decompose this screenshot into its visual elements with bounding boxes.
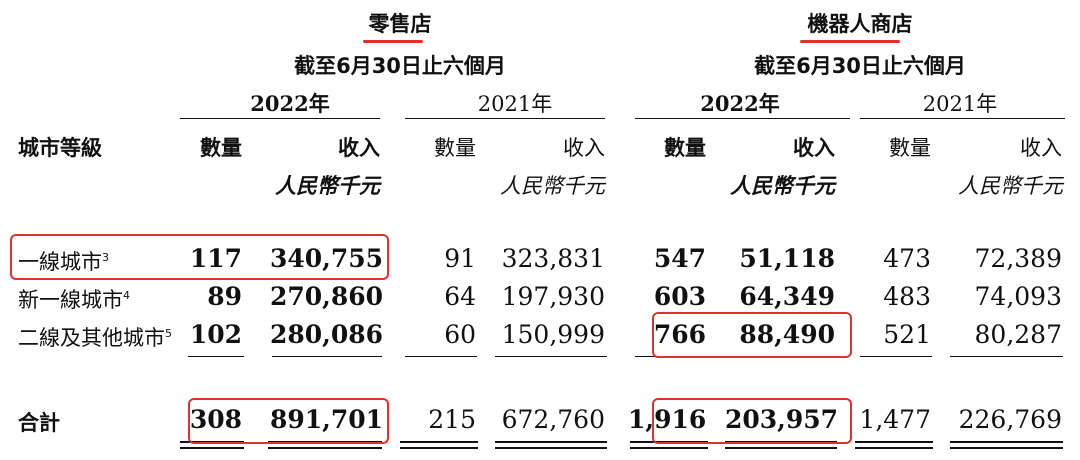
total-retail-2021-rev: 672,760 — [501, 405, 605, 434]
robot-year-2022: 2022年 — [700, 91, 780, 116]
robot-2021-rev-header: 收入 — [1020, 136, 1062, 160]
highlight-box-total-retail — [188, 398, 389, 444]
double-underline — [855, 447, 933, 449]
row-2-retail-2021-qty: 64 — [444, 282, 476, 311]
retail-2022-underline — [180, 118, 380, 119]
robot-group-title: 機器人商店 — [807, 12, 913, 36]
row-1-robot-2021-qty: 473 — [883, 244, 931, 273]
highlight-box-tier2-robot — [652, 312, 852, 358]
row-1-retail-2021-qty: 91 — [444, 244, 476, 273]
retail-2021-rev-header: 收入 — [563, 136, 605, 160]
double-underline — [725, 447, 837, 449]
retail-2021-unit: 人民幣千元 — [500, 174, 605, 198]
subtotal-line — [950, 356, 1063, 357]
retail-2022-rev-header: 收入 — [338, 136, 380, 160]
double-underline — [400, 447, 478, 449]
double-underline — [630, 447, 708, 449]
double-underline — [180, 447, 244, 449]
robot-2021-unit: 人民幣千元 — [958, 174, 1063, 198]
row-2-robot-2022-qty: 603 — [653, 282, 706, 311]
row-2-robot-2021-rev: 74,093 — [974, 282, 1062, 311]
retail-year-2021: 2021年 — [477, 92, 553, 116]
retail-period: 截至6月30日止六個月 — [294, 54, 506, 78]
retail-year-2022: 2022年 — [250, 91, 330, 116]
robot-2022-rev-header: 收入 — [793, 136, 835, 160]
row-3-robot-2021-rev: 80,287 — [974, 320, 1062, 349]
row-3-robot-2022-rev: 88,490 — [739, 320, 835, 349]
row-3-robot-2022-qty: 766 — [653, 320, 706, 349]
row-2-robot-2022-rev: 64,349 — [739, 282, 835, 311]
retail-title-underline — [363, 40, 423, 43]
row-1-retail-2021-rev: 323,831 — [501, 244, 605, 273]
double-underline — [855, 441, 933, 443]
robot-title-underline — [800, 40, 900, 43]
retail-2021-underline — [405, 118, 605, 119]
robot-2021-underline — [860, 118, 1065, 119]
row-2-retail-2021-rev: 197,930 — [501, 282, 605, 311]
total-robot-2021-qty: 1,477 — [859, 405, 931, 434]
subtotal-line — [860, 356, 932, 357]
row-2-retail-2022-qty: 89 — [207, 282, 242, 311]
total-robot-2022-qty: 1,916 — [628, 405, 707, 434]
robot-2021-qty-header: 數量 — [889, 136, 931, 160]
row-3-tier: 二線及其他城市5 — [18, 326, 172, 350]
subtotal-line — [272, 356, 382, 357]
double-underline — [268, 447, 382, 449]
retail-2022-qty-header: 數量 — [200, 136, 242, 160]
row-2-tier: 新一線城市4 — [18, 288, 130, 312]
subtotal-line — [495, 356, 607, 357]
retail-2021-qty-header: 數量 — [434, 136, 476, 160]
subtotal-line — [405, 356, 477, 357]
total-robot-2022-rev: 203,957 — [725, 405, 839, 434]
total-label: 合計 — [18, 411, 60, 435]
row-1-retail-2022-qty: 117 — [189, 244, 242, 273]
robot-2022-qty-header: 數量 — [664, 136, 706, 160]
row-1-robot-2022-qty: 547 — [653, 244, 706, 273]
row-2-robot-2021-qty: 483 — [883, 282, 931, 311]
double-underline — [950, 441, 1063, 443]
row-2-retail-2022-rev: 270,860 — [270, 282, 384, 311]
total-retail-2022-rev: 891,701 — [270, 405, 384, 434]
double-underline — [495, 447, 607, 449]
retail-2022-unit: 人民幣千元 — [275, 174, 380, 198]
double-underline — [950, 447, 1063, 449]
subtotal-line — [188, 356, 244, 357]
retail-group-title: 零售店 — [368, 12, 432, 36]
row-3-retail-2021-rev: 150,999 — [501, 320, 605, 349]
row-1-robot-2021-rev: 72,389 — [974, 244, 1062, 273]
column-city-tier: 城市等級 — [18, 136, 102, 160]
row-1-tier: 一線城市3 — [18, 250, 109, 274]
row-3-retail-2022-qty: 102 — [189, 320, 242, 349]
row-1-robot-2022-rev: 51,118 — [739, 244, 835, 273]
robot-2022-underline — [635, 118, 850, 119]
robot-2022-unit: 人民幣千元 — [730, 174, 835, 198]
row-1-retail-2022-rev: 340,755 — [270, 244, 384, 273]
highlight-box-total-robot — [652, 398, 852, 444]
robot-year-2021: 2021年 — [922, 92, 998, 116]
total-retail-2021-qty: 215 — [428, 405, 476, 434]
total-robot-2021-rev: 226,769 — [958, 405, 1062, 434]
row-3-robot-2021-qty: 521 — [883, 320, 931, 349]
highlight-box-tier1-retail — [10, 234, 389, 280]
row-3-retail-2022-rev: 280,086 — [270, 320, 384, 349]
row-3-retail-2021-qty: 60 — [444, 320, 476, 349]
double-underline — [495, 441, 607, 443]
robot-period: 截至6月30日止六個月 — [754, 54, 966, 78]
total-retail-2022-qty: 308 — [189, 405, 242, 434]
double-underline — [400, 441, 478, 443]
